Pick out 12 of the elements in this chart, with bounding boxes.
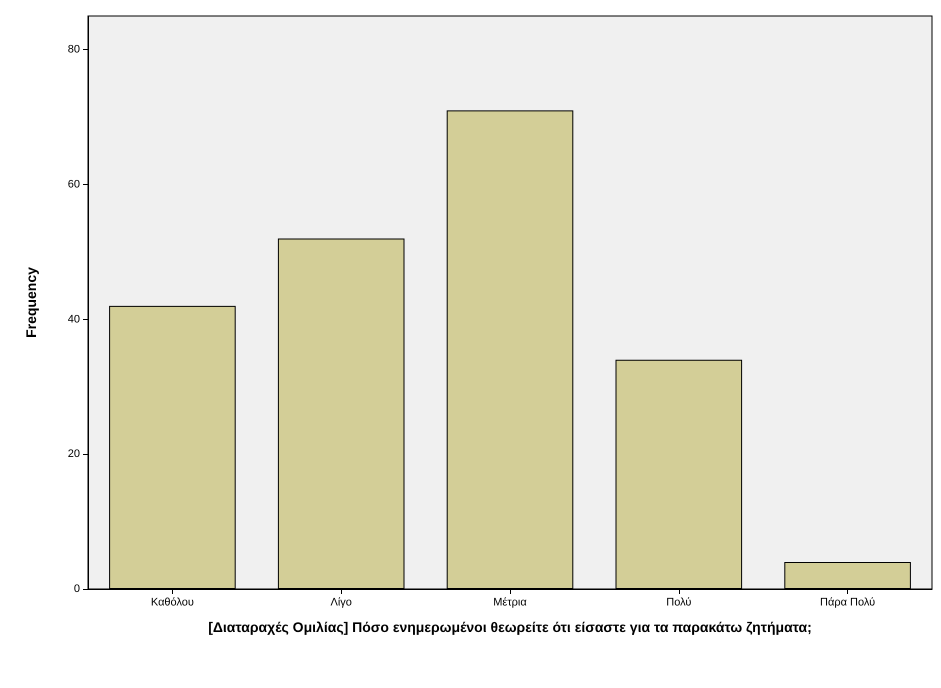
y-tick-label: 0 [74,583,80,595]
x-tick-label: Πολύ [666,596,692,608]
x-tick-label: Πάρα Πολύ [820,596,876,608]
x-tick-label: Μέτρια [493,596,528,608]
y-axis-title: Frequency [23,266,39,338]
x-axis-title: [Διαταραχές Ομιλίας] Πόσο ενημερωμένοι θεωρείτε ότι είσαστε για τα παρακάτω ζητήματα; [208,619,812,635]
x-tick-label: Καθόλου [150,596,194,608]
y-tick-label: 80 [68,44,80,56]
y-tick-label: 40 [68,313,80,326]
x-tick-label: Λίγο [330,596,352,608]
y-tick-label: 60 [68,178,80,191]
y-tick-label: 20 [68,448,80,460]
